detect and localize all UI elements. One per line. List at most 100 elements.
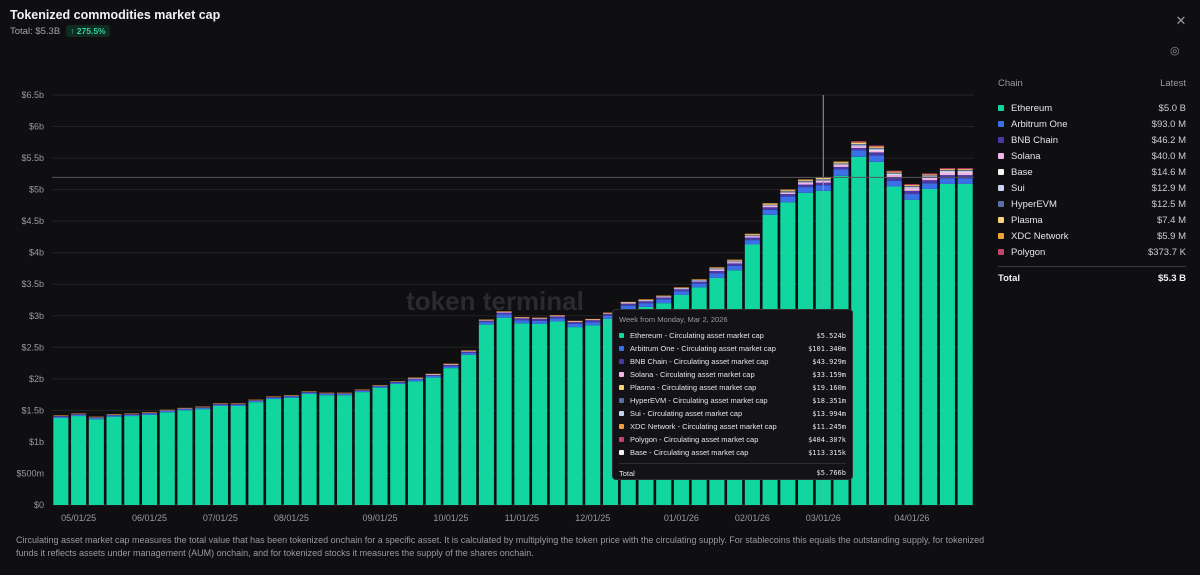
bar-segment[interactable] (727, 259, 743, 261)
bar-segment[interactable] (833, 162, 849, 164)
bar-segment[interactable] (585, 320, 601, 323)
bar-segment[interactable] (212, 405, 228, 505)
bar-segment[interactable] (656, 295, 672, 297)
bar-segment[interactable] (248, 400, 264, 403)
bar-segment[interactable] (691, 283, 707, 288)
bar-segment[interactable] (922, 174, 938, 176)
bar-segment[interactable] (443, 368, 459, 505)
bar-segment[interactable] (780, 196, 796, 203)
bar-segment[interactable] (212, 404, 228, 405)
bar-segment[interactable] (602, 313, 619, 316)
bar-segment[interactable] (248, 400, 264, 401)
bar-segment[interactable] (868, 149, 885, 151)
bar-segment[interactable] (868, 155, 885, 162)
bar-segment[interactable] (922, 180, 938, 184)
bar-segment[interactable] (248, 402, 264, 505)
bar-segment[interactable] (939, 178, 955, 184)
bar-segment[interactable] (337, 393, 353, 394)
bar-segment[interactable] (159, 409, 175, 411)
bar-segment[interactable] (886, 170, 902, 172)
bar-segment[interactable] (868, 145, 885, 147)
bar-segment[interactable] (425, 373, 441, 375)
bar-segment[interactable] (673, 288, 689, 289)
bar-segment[interactable] (283, 395, 299, 396)
bar-segment[interactable] (709, 273, 725, 278)
bar-segment[interactable] (620, 303, 636, 306)
bar-segment[interactable] (620, 305, 636, 310)
bar-segment[interactable] (904, 190, 920, 195)
bar-segment[interactable] (71, 414, 87, 415)
bar-segment[interactable] (656, 296, 672, 297)
bar-segment[interactable] (88, 417, 104, 418)
bar-segment[interactable] (886, 175, 902, 178)
bar-segment[interactable] (602, 315, 619, 319)
bar-segment[interactable] (886, 174, 902, 176)
bar-segment[interactable] (957, 183, 973, 505)
bar-segment[interactable] (744, 235, 760, 236)
bar-segment[interactable] (851, 150, 867, 157)
bar-segment[interactable] (957, 168, 973, 170)
bar-segment[interactable] (780, 190, 796, 192)
bar-segment[interactable] (833, 166, 849, 170)
bar-segment[interactable] (602, 313, 619, 314)
bar-segment[interactable] (283, 397, 299, 505)
bar-segment[interactable] (780, 192, 796, 193)
bar-segment[interactable] (532, 323, 548, 505)
bar-segment[interactable] (425, 375, 441, 376)
bar-segment[interactable] (319, 392, 335, 394)
bar-segment[interactable] (886, 173, 902, 175)
bar-segment[interactable] (88, 419, 104, 505)
bar-segment[interactable] (691, 279, 707, 280)
bar-segment[interactable] (354, 392, 370, 505)
bar-segment[interactable] (106, 414, 122, 416)
bar-segment[interactable] (798, 181, 814, 183)
bar-segment[interactable] (709, 269, 725, 270)
bar-segment[interactable] (656, 296, 672, 298)
bar-segment[interactable] (532, 318, 548, 321)
bar-segment[interactable] (798, 182, 814, 185)
bar-segment[interactable] (904, 184, 920, 186)
bar-segment[interactable] (727, 261, 743, 263)
bar-segment[interactable] (851, 142, 867, 145)
bar-segment[interactable] (230, 403, 246, 405)
bar-segment[interactable] (461, 354, 477, 505)
bar-segment[interactable] (957, 178, 973, 184)
bar-segment[interactable] (798, 182, 814, 183)
bar-segment[interactable] (549, 321, 565, 505)
bar-segment[interactable] (798, 187, 814, 193)
bar-segment[interactable] (709, 267, 725, 269)
bar-segment[interactable] (443, 364, 459, 365)
bar-segment[interactable] (833, 164, 849, 166)
bar-segment[interactable] (673, 288, 689, 290)
bar-segment[interactable] (478, 320, 494, 323)
bar-segment[interactable] (620, 301, 636, 303)
bar-segment[interactable] (957, 170, 973, 172)
bar-segment[interactable] (904, 188, 920, 191)
bar-segment[interactable] (301, 393, 317, 505)
bar-segment[interactable] (904, 187, 920, 189)
settings-icon[interactable]: ◎ (1170, 45, 1180, 57)
bar-segment[interactable] (939, 171, 955, 173)
bar-segment[interactable] (567, 321, 583, 323)
bar-segment[interactable] (744, 235, 760, 237)
close-icon[interactable]: ✕ (1175, 13, 1187, 28)
bar-segment[interactable] (727, 263, 743, 266)
bar-segment[interactable] (496, 311, 512, 313)
bar-segment[interactable] (620, 303, 636, 304)
bar-segment[interactable] (780, 194, 796, 197)
bar-segment[interactable] (301, 391, 317, 393)
bar-segment[interactable] (372, 385, 388, 387)
bar-segment[interactable] (567, 323, 583, 328)
bar-segment[interactable] (868, 150, 885, 153)
bar-segment[interactable] (691, 279, 707, 281)
bar-segment[interactable] (425, 374, 441, 376)
bar-segment[interactable] (177, 407, 193, 409)
bar-segment[interactable] (939, 183, 955, 505)
bar-segment[interactable] (478, 319, 494, 321)
bar-segment[interactable] (354, 389, 370, 391)
bar-segment[interactable] (230, 404, 246, 405)
bar-segment[interactable] (762, 204, 778, 206)
bar-segment[interactable] (904, 186, 920, 187)
bar-segment[interactable] (478, 320, 494, 321)
bar-segment[interactable] (212, 403, 228, 405)
